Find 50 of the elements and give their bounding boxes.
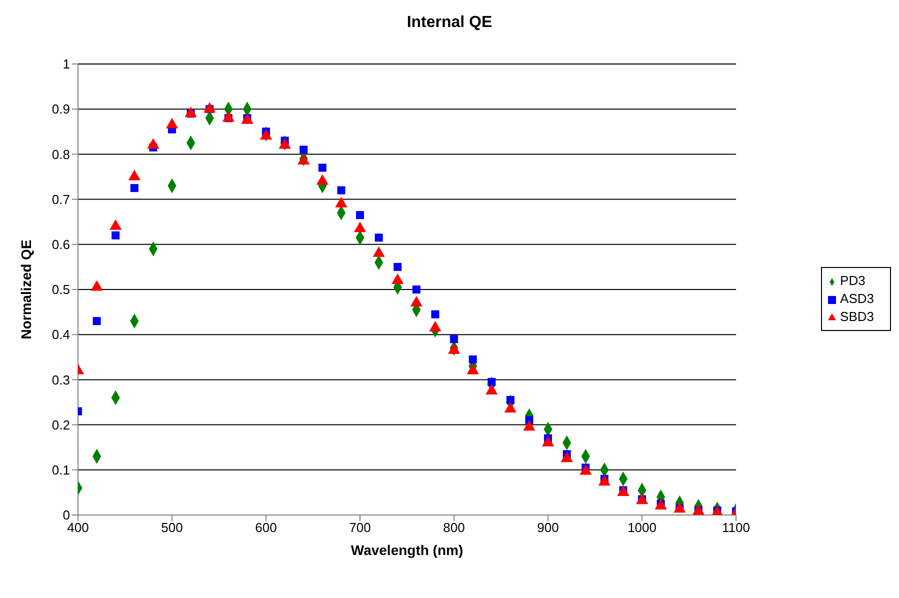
point (431, 310, 440, 318)
x-tick-label: 1100 (722, 520, 750, 536)
point (130, 184, 138, 192)
point (337, 186, 346, 194)
x-tick-label: 1000 (628, 520, 656, 536)
point (374, 234, 383, 242)
x-tick-label: 900 (537, 520, 559, 536)
y-tick-label: 0.4 (52, 327, 70, 342)
point (112, 231, 120, 240)
point (468, 355, 477, 364)
point (488, 378, 496, 386)
y-tick-label: 0.2 (52, 417, 70, 432)
point (598, 475, 611, 486)
point (504, 402, 516, 413)
point (560, 452, 573, 462)
x-tick-label: 800 (443, 520, 465, 536)
y-tick-label: 0.5 (52, 282, 70, 298)
point (523, 420, 536, 431)
y-axis-title: Normalized QE (18, 240, 34, 340)
point (506, 396, 514, 404)
x-tick-label: 500 (161, 520, 183, 536)
point (410, 296, 422, 307)
y-tick-label: 1 (62, 56, 70, 72)
point (636, 494, 648, 504)
x-axis-title: Wavelength (nm) (350, 542, 464, 558)
x-tick-label: 700 (349, 520, 371, 536)
legend-label: ASD3 (840, 291, 874, 306)
point (92, 317, 101, 326)
y-tick-label: 0.1 (52, 462, 70, 478)
y-tick-label: 0 (62, 508, 70, 523)
point (542, 436, 554, 446)
point (692, 504, 705, 515)
point (318, 164, 326, 172)
chart-title: Internal QE (406, 14, 494, 32)
point (450, 335, 458, 344)
point (356, 211, 364, 220)
legend-label: PD3 (840, 273, 866, 288)
point (466, 364, 479, 374)
y-tick-label: 0.3 (52, 372, 70, 388)
point (580, 464, 592, 475)
point (412, 286, 420, 294)
legend-label: SBD3 (840, 309, 874, 324)
y-tick-label: 0.6 (52, 237, 70, 252)
x-tick-label: 600 (255, 520, 277, 536)
point (300, 146, 308, 154)
y-tick-label: 0.8 (52, 146, 70, 162)
y-tick-label: 0.9 (52, 102, 70, 117)
y-tick-label: 0.7 (52, 192, 70, 207)
x-tick-label: 400 (67, 520, 89, 536)
point (394, 262, 402, 271)
